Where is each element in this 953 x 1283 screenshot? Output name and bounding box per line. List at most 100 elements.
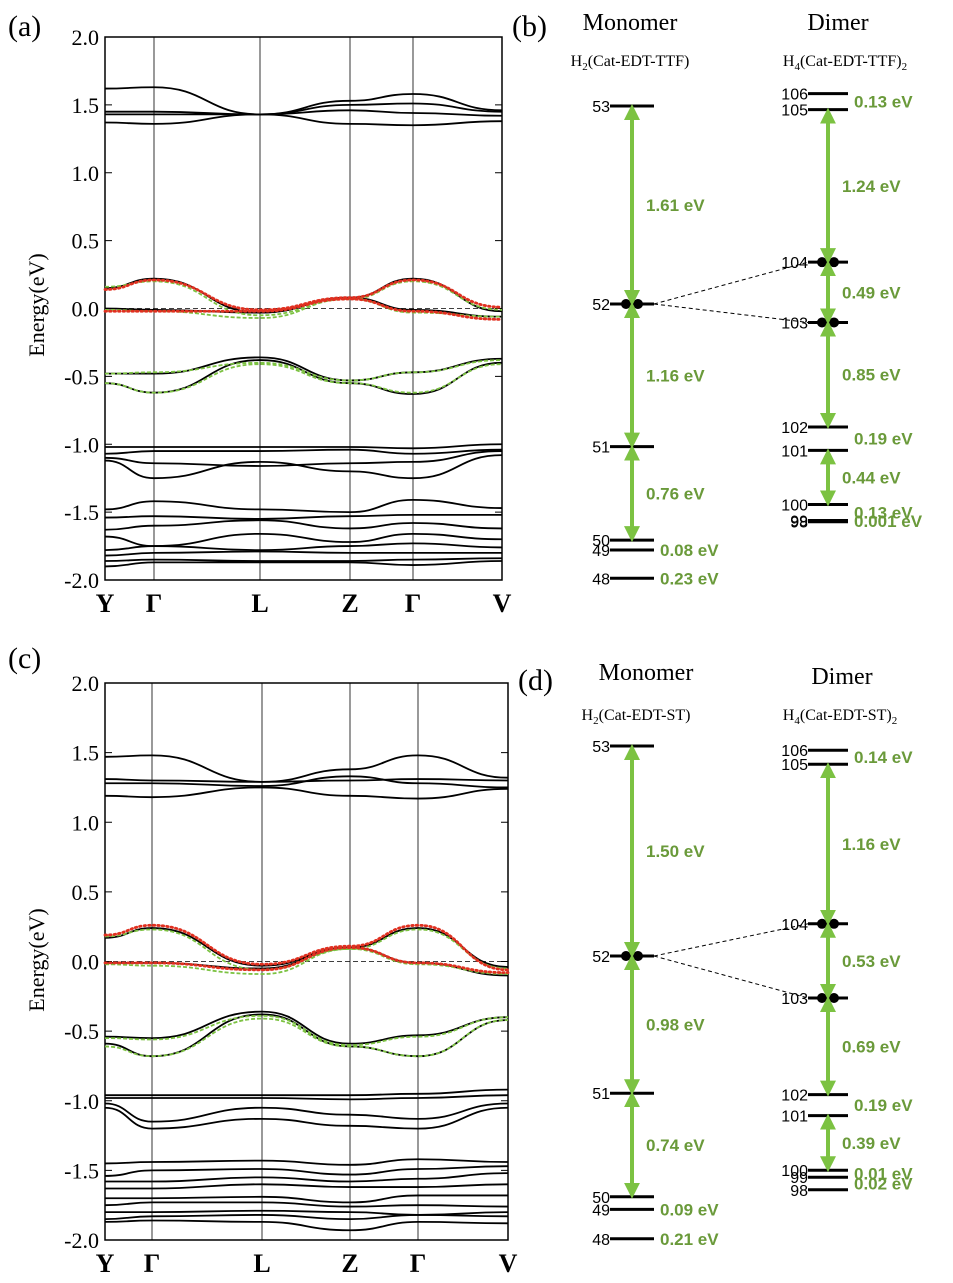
gap-label: 0.49 eV: [842, 283, 901, 302]
panel-d: (d) Monomer H2(Cat-EDT-ST) Dimer H4(Cat-…: [518, 660, 913, 1249]
electron-dot: [829, 317, 839, 328]
band-line-17: [104, 1201, 509, 1208]
kpoint-label-1: Γ: [146, 589, 163, 618]
electron-dot: [829, 918, 839, 929]
electron-dot: [829, 257, 839, 268]
level-number-50: 50: [592, 533, 610, 550]
fit-red-line-0: [103, 278, 504, 312]
band-line-9: [104, 1094, 509, 1101]
kpoint-label-0: Y: [96, 1249, 115, 1278]
dimer-formula-b: H4(Cat-EDT-TTF)2: [783, 53, 907, 73]
band-line-6: [104, 356, 503, 382]
band-line-12: [104, 499, 503, 514]
kpoint-label-0: Y: [96, 589, 115, 618]
ytick-label: 0.5: [72, 229, 100, 254]
panel-label-b: (b): [512, 10, 547, 43]
correlation-line: [653, 261, 809, 305]
level-number-49: 49: [592, 1202, 610, 1219]
level-number-105: 105: [781, 757, 808, 774]
band-line-10: [104, 450, 503, 467]
level-number-103: 103: [781, 315, 808, 332]
gap-label: 0.69 eV: [842, 1037, 901, 1056]
band-line-20: [104, 1219, 509, 1232]
dimer-formula-d: H4(Cat-EDT-ST)2: [783, 707, 897, 727]
kpoint-label-2: L: [253, 1249, 270, 1278]
gap-label: 0.39 eV: [842, 1134, 901, 1153]
ytick-label: 0.0: [72, 297, 100, 322]
gap-label: 0.21 eV: [660, 1230, 719, 1249]
band-line-17: [104, 550, 502, 557]
band-line-7: [104, 1013, 509, 1058]
gap-label: 0.09 eV: [660, 1200, 719, 1219]
level-number-103: 103: [781, 991, 808, 1008]
level-number-100: 100: [781, 1163, 808, 1180]
fit-red-line-0: [103, 923, 510, 972]
band-line-2: [105, 102, 503, 116]
band-line-19: [104, 1214, 509, 1221]
panel-label-d: (d): [518, 664, 553, 697]
dimer-title-d: Dimer: [811, 664, 872, 690]
ytick-label: -1.0: [64, 1089, 99, 1114]
gap-label: 0.76 eV: [646, 484, 705, 503]
band-line-16: [104, 542, 503, 552]
kpoint-label-3: Z: [341, 589, 358, 618]
ylabel-a: Energy(eV): [24, 253, 49, 356]
gap-label: 1.61 eV: [646, 196, 705, 215]
band-line-19: [104, 560, 503, 568]
fit-red-line-1: [103, 297, 504, 321]
gap-label: 0.85 eV: [842, 366, 901, 385]
electron-dot: [817, 257, 827, 268]
band-line-11: [104, 1106, 509, 1130]
band-line-0: [104, 754, 509, 783]
ytick-label: -0.5: [64, 1019, 99, 1044]
band-line-18: [105, 1209, 509, 1216]
dimer-title-b: Dimer: [807, 10, 868, 36]
ytick-label: -1.5: [64, 1158, 99, 1183]
ytick-label: 1.5: [72, 741, 100, 766]
gap-label: 0.53 eV: [842, 952, 901, 971]
ytick-label: -1.0: [64, 432, 99, 457]
ytick-label: 1.0: [72, 161, 100, 186]
gap-label: 1.16 eV: [842, 835, 901, 854]
fit-red-line-1: [103, 946, 510, 975]
electron-dot: [817, 993, 827, 1003]
band-line-9: [104, 448, 503, 455]
band-line-7: [104, 359, 503, 395]
level-number-100: 100: [781, 497, 808, 514]
band-line-11: [104, 454, 503, 480]
electron-dot: [633, 951, 643, 961]
level-number-52: 52: [592, 949, 610, 966]
level-number-98: 98: [790, 515, 808, 532]
electron-dot: [817, 317, 827, 328]
level-number-99: 99: [790, 1170, 808, 1187]
band-line-16: [105, 1194, 508, 1204]
gap-label: 0.13 eV: [854, 503, 913, 522]
correlation-line: [653, 923, 809, 957]
ytick-label: -2.0: [64, 1228, 99, 1253]
electron-dot: [621, 951, 631, 961]
ytick-label: 2.0: [72, 25, 100, 50]
gap-label: 0.44 eV: [842, 468, 901, 487]
level-number-49: 49: [592, 543, 610, 560]
level-number-53: 53: [592, 99, 610, 116]
fit-green-line-3: [104, 363, 503, 394]
gap-label: 0.23 eV: [660, 569, 719, 588]
band-line-13: [104, 1165, 509, 1177]
fit-green-line-3: [104, 1017, 509, 1058]
panel-b: (b) Monomer H2(Cat-EDT-TTF) Dimer H4(Cat…: [512, 10, 923, 588]
panel-label-a: (a): [8, 10, 41, 43]
panel-c: (c) Energy(eV) 2.0 1.5 1.0 0.5 0.0 -0.5 -1.0 -1…: [8, 642, 518, 1278]
band-line-6: [104, 1010, 509, 1045]
ytick-label: -2.0: [64, 568, 99, 593]
correlation-line: [653, 303, 809, 323]
gap-label: 0.13 eV: [854, 93, 913, 112]
level-number-102: 102: [781, 1088, 808, 1105]
monomer-title-d: Monomer: [599, 660, 694, 686]
band-line-8: [104, 443, 503, 450]
gap-label: 0.02 eV: [854, 1175, 913, 1194]
band-line-14: [104, 519, 503, 531]
ytick-label: -0.5: [64, 364, 99, 389]
ytick-label: 1.5: [72, 93, 100, 118]
